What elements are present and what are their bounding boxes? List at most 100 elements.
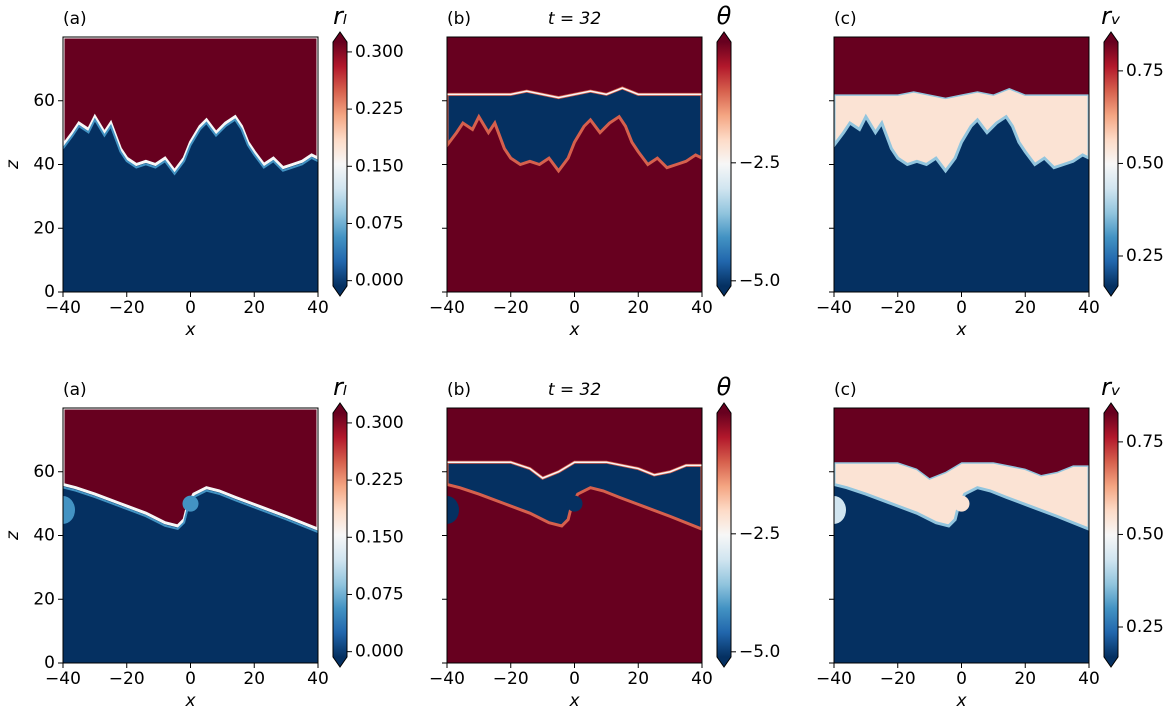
y-tick-label: 20 <box>33 589 55 609</box>
x-axis-label: x <box>184 691 196 711</box>
panel-label: (a) <box>63 380 87 400</box>
x-tick-label: 20 <box>243 298 265 318</box>
colorbar-tick-label: 0.300 <box>355 413 404 433</box>
colorbar-outline <box>332 402 348 668</box>
x-tick-label: 0 <box>569 298 580 318</box>
x-tick-label: 40 <box>307 298 329 318</box>
colorbar-tick-label: 0.150 <box>355 527 404 547</box>
x-axis-label: x <box>955 691 967 711</box>
top-edge <box>447 87 702 99</box>
colorbar <box>333 42 347 286</box>
panel-label: (c) <box>834 9 857 29</box>
panel-title: t = 32 <box>548 380 601 400</box>
colorbar-extend-top <box>333 403 347 413</box>
colorbar <box>1104 413 1118 657</box>
colorbar-tick-label: 0.225 <box>355 470 404 490</box>
x-tick-label: −20 <box>109 669 145 689</box>
roll-core <box>953 495 970 512</box>
field <box>63 408 318 663</box>
panel: −40 −20 0 20 40 x (c) 0.25 0.50 0.75 rᵥ <box>816 2 1164 340</box>
x-tick-label: −20 <box>880 298 916 318</box>
y-tick-label: 0 <box>44 282 55 302</box>
roll-core <box>834 496 846 524</box>
y-tick-label: 60 <box>33 91 55 111</box>
colorbar-extend-bottom <box>1104 657 1118 667</box>
colorbar-label: θ <box>717 2 732 30</box>
colorbar-tick-label: 0.000 <box>355 271 404 291</box>
field-bg <box>447 37 702 292</box>
colorbar-extend-bottom <box>717 286 731 296</box>
x-tick-label: −20 <box>493 669 529 689</box>
colorbar-outline <box>716 402 732 668</box>
field <box>447 37 702 292</box>
dry-region <box>834 408 1089 479</box>
roll-core <box>182 495 199 512</box>
x-tick-label: 0 <box>185 669 196 689</box>
colorbar-label: rₗ <box>333 373 347 401</box>
colorbar-tick-label: 0.300 <box>355 42 404 62</box>
colorbar-tick-label: −2.5 <box>739 153 780 173</box>
panel: −40 −20 0 20 40 0 20 40 60 x z (a) 0.000 0.075 0.150 0.… <box>3 373 404 711</box>
colorbar <box>333 413 347 657</box>
x-axis-label: x <box>568 320 580 340</box>
colorbar-extend-bottom <box>717 657 731 667</box>
x-axis-label: x <box>568 691 580 711</box>
panel: −40 −20 0 20 40 0 20 40 60 x z (a) 0.000 0.075 0.150 0.… <box>3 2 404 340</box>
cloud-region <box>63 37 318 174</box>
panel-title: t = 32 <box>548 9 601 29</box>
y-axis-label: z <box>3 530 23 541</box>
x-tick-label: −40 <box>429 298 465 318</box>
field <box>834 408 1089 663</box>
colorbar-extend-bottom <box>333 286 347 296</box>
field <box>63 37 318 292</box>
colorbar-tick-label: 0.25 <box>1126 617 1164 637</box>
x-tick-label: 20 <box>627 298 649 318</box>
colorbar-tick-label: 0.50 <box>1126 524 1164 544</box>
colorbar-outline <box>716 31 732 297</box>
x-tick-label: −40 <box>816 298 852 318</box>
colorbar-outline <box>332 31 348 297</box>
x-tick-label: −20 <box>109 298 145 318</box>
panel-label: (b) <box>447 9 471 29</box>
x-tick-label: 40 <box>307 669 329 689</box>
colorbar-outline <box>1103 31 1119 297</box>
colorbar-tick-label: 0.075 <box>355 213 404 233</box>
colorbar-extend-bottom <box>1104 286 1118 296</box>
colorbar-outline <box>1103 402 1119 668</box>
colorbar <box>717 413 731 657</box>
x-tick-label: 40 <box>691 298 713 318</box>
colorbar-tick-label: 0.75 <box>1126 61 1164 81</box>
colorbar-tick-label: 0.25 <box>1126 246 1164 266</box>
field-bg <box>447 408 702 663</box>
colorbar-extend-top <box>1104 32 1118 42</box>
x-tick-label: 0 <box>185 298 196 318</box>
colorbar <box>717 42 731 286</box>
colorbar-extend-top <box>717 403 731 413</box>
colorbar-extend-top <box>717 32 731 42</box>
field <box>834 37 1089 292</box>
colorbar-extend-top <box>1104 403 1118 413</box>
x-tick-label: 20 <box>1014 669 1036 689</box>
x-tick-label: −40 <box>45 669 81 689</box>
panel-label: (b) <box>447 380 471 400</box>
y-tick-label: 20 <box>33 218 55 238</box>
y-tick-label: 40 <box>33 526 55 546</box>
dry-region <box>834 37 1089 98</box>
colorbar-extend-bottom <box>333 657 347 667</box>
colorbar-tick-label: 0.075 <box>355 584 404 604</box>
colorbar-label: θ <box>717 373 732 401</box>
cloud-edge <box>63 117 318 176</box>
panel: −40 −20 0 20 40 x (b) t = 32 −5.0 −2.5 θ <box>429 373 780 711</box>
roll-core <box>63 496 75 524</box>
x-axis-label: x <box>184 320 196 340</box>
cloud-edge <box>63 486 318 534</box>
y-tick-label: 40 <box>33 155 55 175</box>
colorbar-extend-top <box>333 32 347 42</box>
x-tick-label: 0 <box>569 669 580 689</box>
colorbar-label: rₗ <box>333 2 347 30</box>
cloud-region <box>63 408 318 531</box>
panel-label: (c) <box>834 380 857 400</box>
x-tick-label: −20 <box>880 669 916 689</box>
x-tick-label: 40 <box>1078 298 1100 318</box>
